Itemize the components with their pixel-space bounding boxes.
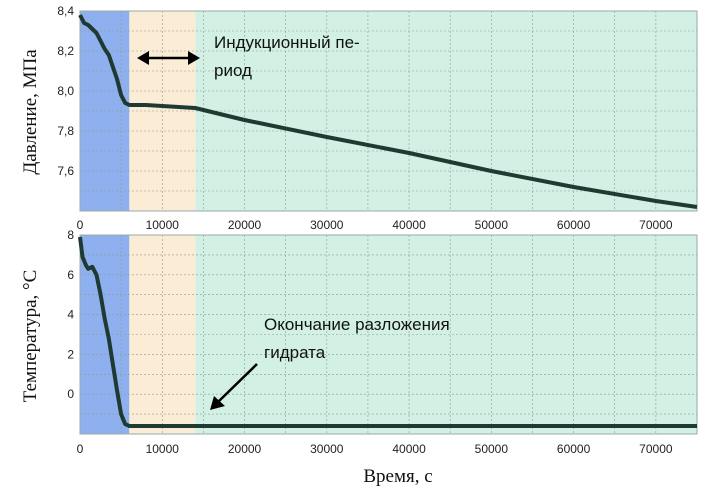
y-tick-label: 8,4 [57, 4, 74, 18]
decomposition-end-label-line2: гидрата [264, 343, 326, 362]
pressure-tick-labels: 0 10000 20000 30000 40000 50000 60000 70000 8,4 8… [57, 4, 673, 232]
temperature-panel: 0 10000 20000 30000 40000 50000 60000 70000 8 6 4 2… [20, 228, 698, 487]
y-tick-label: 7,8 [57, 124, 74, 138]
x-tick-label: 20000 [228, 218, 262, 232]
pressure-series-line [78, 14, 698, 209]
x-tick-label: 30000 [310, 442, 344, 456]
x-tick-label: 10000 [146, 442, 180, 456]
x-tick-label: 20000 [228, 442, 262, 456]
plot-frame [79, 234, 698, 435]
y-tick-label: 8,0 [57, 84, 74, 98]
temperature-y-axis-title: Температура, °C [20, 270, 41, 403]
x-tick-label: 30000 [310, 218, 344, 232]
y-tick-label: 8 [67, 228, 74, 242]
y-tick-label: 6 [67, 268, 74, 282]
y-tick-label: 4 [67, 308, 74, 322]
plot-frame [79, 10, 698, 212]
y-tick-label: 0 [67, 387, 74, 401]
y-tick-label: 7,6 [57, 164, 74, 178]
x-tick-label: 70000 [639, 218, 673, 232]
pressure-y-axis-title: Давление, МПа [20, 49, 41, 175]
induction-period-label-line2: риод [214, 61, 252, 80]
x-tick-label: 60000 [557, 442, 591, 456]
x-tick-label: 50000 [475, 218, 509, 232]
pressure-grid [79, 10, 698, 212]
y-tick-label: 8,2 [57, 44, 74, 58]
x-tick-label: 10000 [146, 218, 180, 232]
x-tick-label: 60000 [557, 218, 591, 232]
induction-period-label-line1: Индукционный пе- [214, 33, 360, 52]
time-x-axis-title: Время, с [363, 466, 432, 487]
x-tick-label: 40000 [392, 442, 426, 456]
x-tick-label: 40000 [392, 218, 426, 232]
x-tick-label: 70000 [639, 442, 673, 456]
temperature-grid [79, 234, 698, 435]
pressure-panel: 0 10000 20000 30000 40000 50000 60000 70000 8,4 8… [20, 4, 698, 232]
x-tick-label: 0 [77, 442, 84, 456]
induction-period-arrow [137, 51, 200, 65]
x-tick-label: 0 [77, 218, 84, 232]
temperature-tick-labels: 0 10000 20000 30000 40000 50000 60000 70000 8 6 4 2… [67, 228, 673, 456]
y-tick-label: 2 [67, 347, 74, 361]
x-tick-label: 50000 [475, 442, 509, 456]
temperature-series-line [78, 236, 697, 428]
decomposition-end-arrow [210, 363, 258, 410]
decomposition-end-label-line1: Окончание разложения [264, 315, 450, 334]
